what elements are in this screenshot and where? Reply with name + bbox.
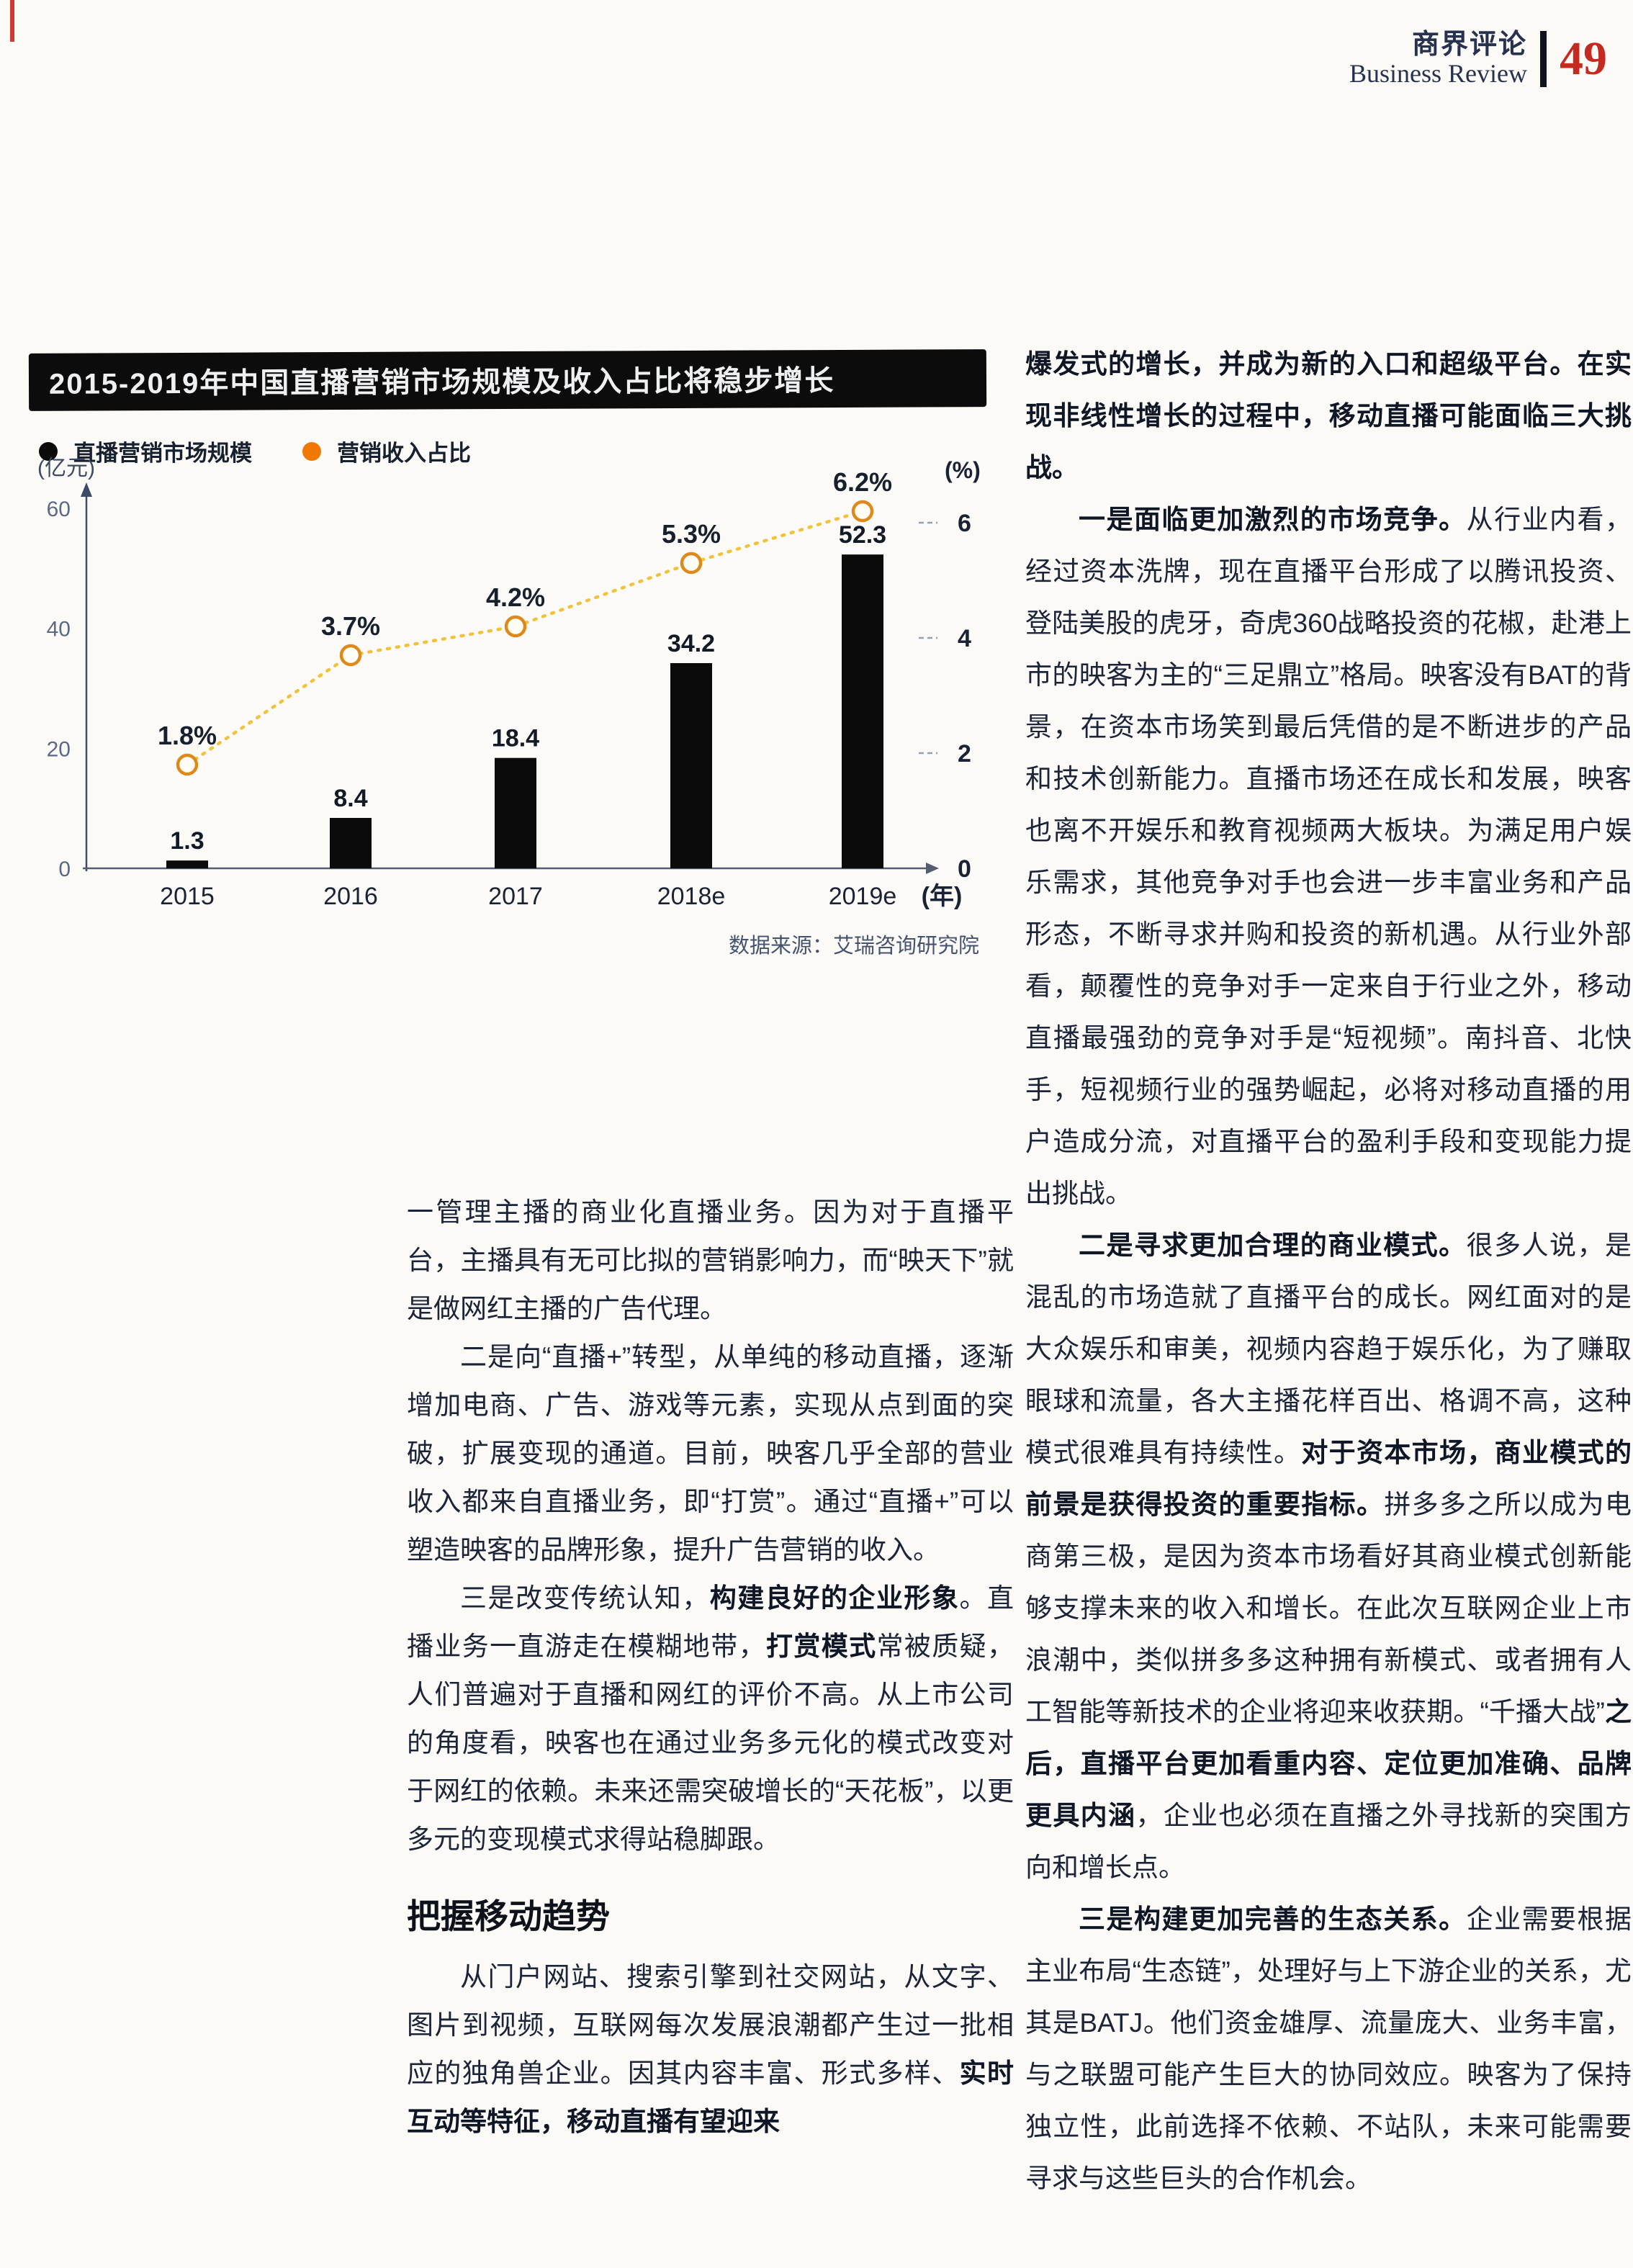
page-edge-mark (10, 0, 14, 42)
bar-value-label: 1.3 (170, 827, 204, 855)
paragraph: 二是向“直播+”转型，从单纯的移动直播，逐渐增加电商、广告、游戏等元素，实现从点… (407, 1342, 1014, 1565)
line-marker-icon (339, 644, 362, 667)
section-heading: 把握移动趋势 (407, 1897, 610, 1935)
x-tick-label: 2017 (488, 883, 543, 910)
bar-value-label: 52.3 (839, 521, 886, 549)
paragraph: 一是面临更加激烈的市场竞争。从行业内看，经过资本洗牌，现在直播平台形成了以腾讯投… (1025, 505, 1632, 1208)
line-marker-icon (504, 615, 527, 638)
bar (495, 757, 536, 868)
bar-value-label: 34.2 (667, 630, 715, 657)
x-axis-unit: (年) (922, 883, 963, 910)
line-value-label: 1.8% (158, 721, 217, 750)
chart-plot-area: (亿元) (%) 60 40 20 0 6 4 2 0 1.3 8.4 18.4 34.2 52.3 1.8%… (29, 452, 986, 913)
magazine-title: 商界评论 Business Review (1349, 30, 1527, 88)
legend-item-revenue-share: 营销收入占比 (302, 435, 471, 467)
line-marker-icon (851, 500, 874, 523)
magazine-title-en: Business Review (1349, 59, 1527, 89)
left-axis-unit: (亿元) (37, 456, 95, 480)
chart-source: 数据来源：艾瑞咨询研究院 (728, 935, 979, 958)
legend-item-market-size: 直播营销市场规模 (39, 435, 252, 467)
legend-label: 直播营销市场规模 (73, 441, 252, 466)
left-tick-label: 20 (47, 737, 71, 761)
line-marker-icon (176, 753, 199, 776)
left-tick-label: 40 (47, 618, 71, 642)
magazine-title-cn: 商界评论 (1411, 30, 1527, 60)
right-axis-unit: (%) (945, 457, 981, 483)
left-tick-label: 60 (47, 498, 71, 521)
x-axis-arrow-icon (926, 863, 939, 874)
chart-legend: 直播营销市场规模 营销收入占比 (39, 435, 986, 467)
paragraph: 三是改变传统认知，构建良好的企业形象。直播业务一直游走在模糊地带，打赏模式常被质… (407, 1583, 1015, 1854)
x-tick-label: 2016 (323, 883, 378, 910)
legend-dot-revenue-share-icon (302, 441, 321, 461)
bar (842, 554, 883, 868)
article-column-right: 爆发式的增长，并成为新的入口和超级平台。在实现非线性增长的过程中，移动直播可能面… (1025, 338, 1632, 2205)
line-value-label: 6.2% (833, 467, 892, 497)
market-chart: 2015-2019年中国直播营销市场规模及收入占比将稳步增长 直播营销市场规模 … (28, 349, 987, 978)
paragraph: 爆发式的增长，并成为新的入口和超级平台。在实现非线性增长的过程中，移动直播可能面… (1025, 349, 1632, 482)
paragraph: 一管理主播的商业化直播业务。因为对于直播平台，主播具有无可比拟的营销影响力，而“… (407, 1197, 1014, 1323)
bar-value-label: 18.4 (492, 725, 539, 752)
line-marker-icon (680, 552, 703, 575)
right-tick-label: 6 (958, 510, 971, 537)
page-header: 商界评论 Business Review 49 (1349, 30, 1607, 88)
chart-title: 2015-2019年中国直播营销市场规模及收入占比将稳步增长 (28, 349, 987, 411)
line-value-label: 4.2% (486, 582, 545, 612)
header-divider (1540, 30, 1547, 87)
left-tick-label: 0 (58, 858, 71, 881)
bar (670, 663, 712, 868)
right-tick-label: 2 (958, 740, 971, 768)
bar (330, 818, 372, 868)
x-tick-label: 2015 (160, 883, 215, 910)
paragraph: 三是构建更加完善的生态关系。企业需要根据主业布局“生态链”，处理好与上下游企业的… (1025, 1904, 1632, 2193)
legend-dot-market-size-icon (39, 441, 58, 461)
line-value-label: 5.3% (662, 519, 721, 549)
x-tick-label: 2019e (829, 883, 897, 910)
y-axis-arrow-icon (81, 482, 92, 497)
article-column-left: 一管理主播的商业化直播业务。因为对于直播平台，主播具有无可比拟的营销影响力，而“… (407, 1188, 1014, 2146)
line-value-label: 3.7% (321, 611, 380, 641)
right-tick-label: 4 (958, 625, 971, 652)
paragraph: 二是寻求更加合理的商业模式。很多人说，是混乱的市场造就了直播平台的成长。网红面对… (1025, 1230, 1632, 1882)
legend-label: 营销收入占比 (337, 441, 471, 466)
x-tick-label: 2018e (657, 883, 726, 910)
paragraph: 从门户网站、搜索引擎到社交网站，从文字、图片到视频，互联网每次发展浪潮都产生过一… (407, 1962, 1015, 2136)
right-tick-label: 0 (958, 855, 971, 883)
chart-svg: (亿元) (%)604020064201.38.418.434.252.31.8%… (37, 456, 981, 910)
bar-value-label: 8.4 (333, 785, 367, 812)
bar (166, 860, 208, 868)
page-number: 49 (1560, 32, 1607, 85)
